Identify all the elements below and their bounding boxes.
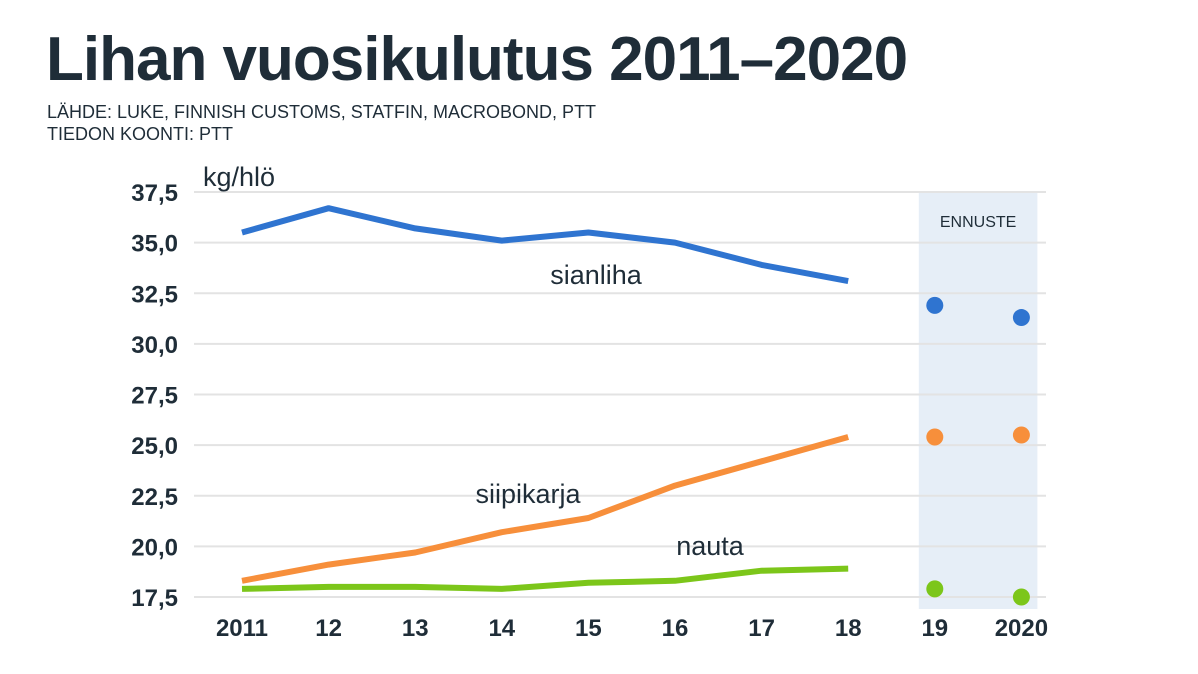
x-tick-label: 13 [402, 615, 429, 642]
x-tick-label: 16 [662, 615, 689, 642]
forecast-label: ENNUSTE [940, 214, 1016, 231]
forecast-point-nauta [926, 580, 944, 598]
source-line-1: LÄHDE: LUKE, FINNISH CUSTOMS, STATFIN, M… [47, 102, 597, 122]
x-tick-label: 18 [835, 615, 862, 642]
series-label-siipikarja: siipikarja [475, 479, 581, 509]
forecast-point-nauta [1012, 588, 1030, 606]
source-note: LÄHDE: LUKE, FINNISH CUSTOMS, STATFIN, M… [47, 101, 596, 145]
x-tick-label: 19 [921, 615, 948, 642]
source-line-2: TIEDON KOONTI: PTT [47, 124, 234, 144]
forecast-point-siipikarja [926, 428, 944, 446]
y-tick-label: 27,5 [131, 383, 178, 410]
x-tick-label: 15 [575, 615, 602, 642]
x-tick-label: 12 [315, 615, 342, 642]
series-label-sianliha: sianliha [550, 260, 643, 290]
y-tick-label: 25,0 [131, 433, 178, 460]
x-tick-label: 17 [748, 615, 775, 642]
y-tick-label: 22,5 [131, 484, 178, 511]
forecast-point-sianliha [1012, 309, 1030, 327]
series-line-nauta [241, 565, 849, 592]
y-tick-label: 17,5 [131, 585, 178, 612]
x-tick-label: 2020 [995, 615, 1048, 642]
x-tick-label: 14 [488, 615, 515, 642]
y-tick-label: 35,0 [131, 231, 178, 258]
y-tick-label: 20,0 [131, 534, 178, 561]
y-tick-label: 37,5 [131, 180, 178, 207]
forecast-band [918, 192, 1038, 609]
series-label-nauta: nauta [676, 531, 745, 561]
series-line-siipikarja [241, 434, 850, 584]
y-axis-unit: kg/hlö [203, 162, 275, 192]
chart-title: Lihan vuosikulutus 2011–2020 [46, 25, 908, 94]
forecast-point-sianliha [926, 296, 944, 314]
y-tick-label: 30,0 [131, 332, 178, 359]
y-tick-label: 32,5 [131, 281, 178, 308]
series-line-sianliha [241, 205, 849, 285]
x-tick-label: 2011 [216, 615, 268, 642]
forecast-point-siipikarja [1012, 426, 1030, 444]
